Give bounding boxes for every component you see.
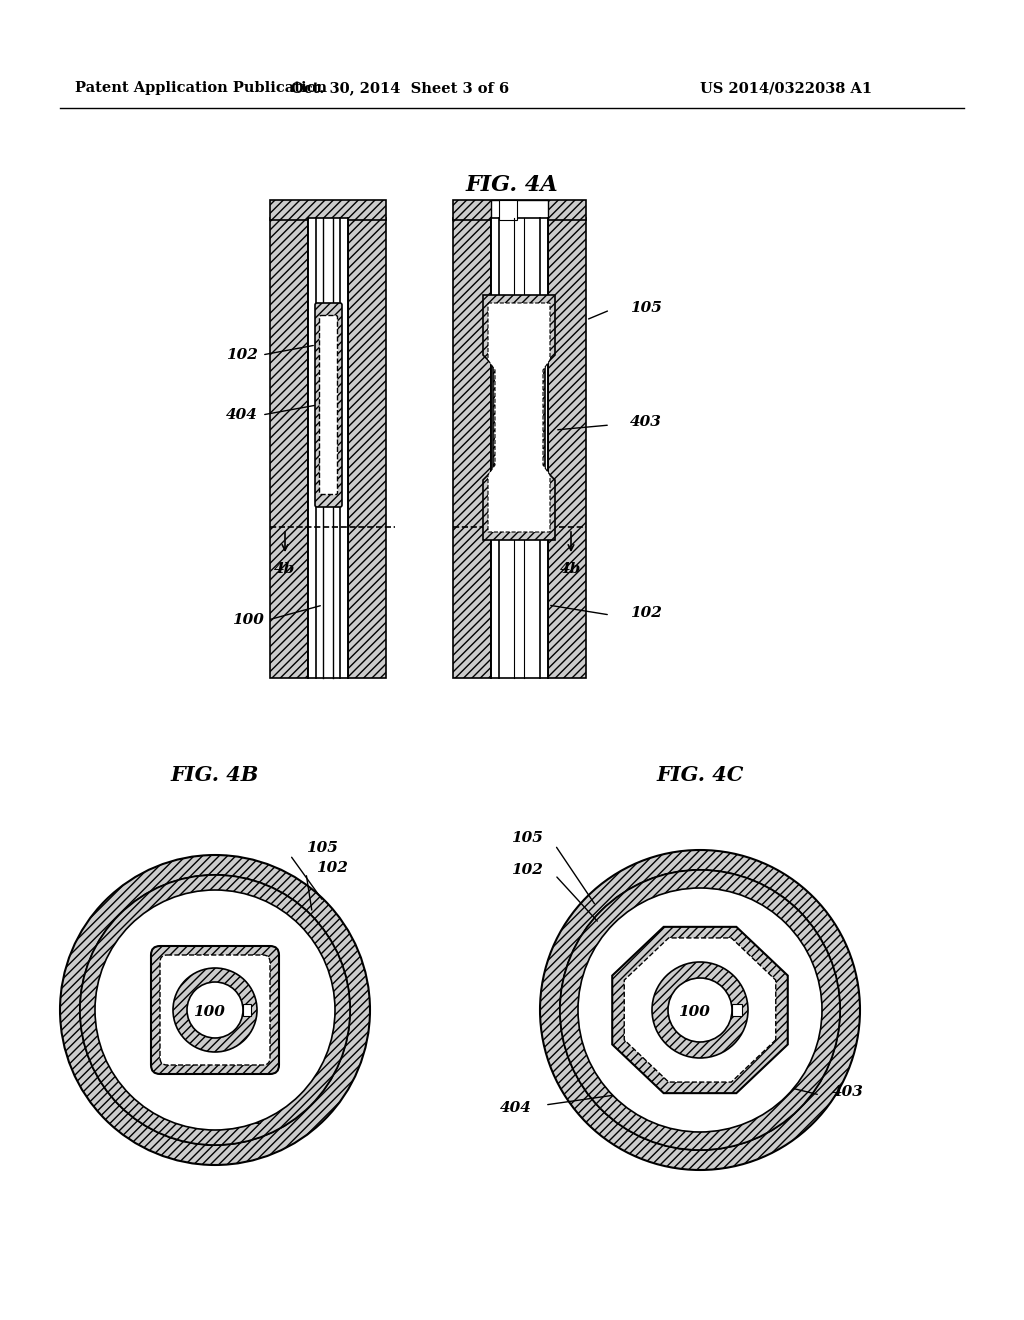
Circle shape [173, 968, 257, 1052]
Circle shape [540, 850, 860, 1170]
Text: FIG. 4B: FIG. 4B [171, 766, 259, 785]
Circle shape [187, 982, 243, 1038]
FancyBboxPatch shape [315, 304, 342, 507]
Text: 100: 100 [232, 612, 264, 627]
Circle shape [652, 962, 748, 1059]
Bar [453, 201, 586, 220]
Text: 4b: 4b [560, 562, 582, 576]
Bar [243, 1005, 251, 1016]
Polygon shape [612, 927, 787, 1093]
Bar [490, 218, 548, 678]
Polygon shape [483, 294, 555, 540]
Circle shape [668, 978, 732, 1041]
Polygon shape [625, 939, 776, 1082]
Circle shape [560, 870, 840, 1150]
Text: Patent Application Publication: Patent Application Publication [75, 81, 327, 95]
Polygon shape [488, 304, 550, 532]
Text: Oct. 30, 2014  Sheet 3 of 6: Oct. 30, 2014 Sheet 3 of 6 [291, 81, 509, 95]
Text: FIG. 4C: FIG. 4C [656, 766, 743, 785]
Text: 403: 403 [630, 414, 662, 429]
Text: FIG. 4A: FIG. 4A [466, 174, 558, 195]
Circle shape [95, 890, 335, 1130]
Text: 105: 105 [511, 832, 543, 845]
Text: 403: 403 [252, 1093, 284, 1107]
Circle shape [80, 875, 350, 1144]
Bar [270, 201, 386, 220]
Text: 4b: 4b [274, 562, 296, 576]
Text: 105: 105 [306, 841, 338, 855]
Bar [490, 201, 548, 220]
Bar [308, 218, 348, 678]
Circle shape [578, 888, 822, 1133]
Text: 100: 100 [678, 1005, 710, 1019]
Text: 102: 102 [316, 861, 348, 875]
Text: 404: 404 [232, 1113, 264, 1127]
Bar [453, 218, 490, 678]
Bar [499, 201, 517, 220]
FancyBboxPatch shape [319, 315, 338, 495]
Bar [348, 218, 386, 678]
Bar [548, 218, 586, 678]
Text: 404: 404 [226, 408, 258, 422]
FancyBboxPatch shape [151, 946, 279, 1074]
Text: 404: 404 [500, 1101, 532, 1115]
FancyBboxPatch shape [160, 954, 270, 1065]
Circle shape [80, 875, 350, 1144]
Text: 102: 102 [226, 348, 258, 362]
Text: 105: 105 [630, 301, 662, 315]
Text: US 2014/0322038 A1: US 2014/0322038 A1 [700, 81, 872, 95]
Bar [270, 218, 308, 678]
Text: 100: 100 [194, 1005, 225, 1019]
Text: 403: 403 [831, 1085, 864, 1100]
Text: 102: 102 [511, 863, 543, 876]
Circle shape [60, 855, 370, 1166]
Circle shape [560, 870, 840, 1150]
Bar [732, 1005, 742, 1016]
Text: 102: 102 [630, 606, 662, 620]
